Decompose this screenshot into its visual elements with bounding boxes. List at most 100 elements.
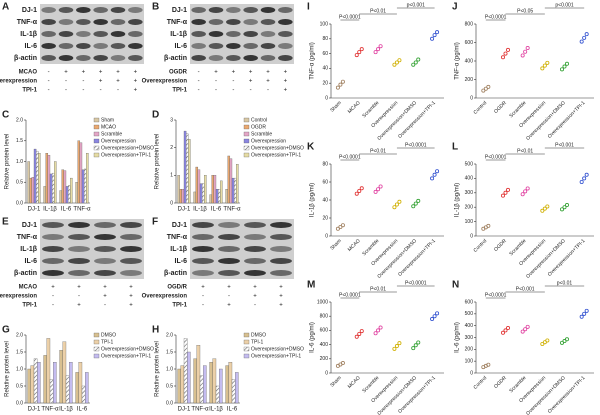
- x-tick-label: OGDR: [493, 375, 508, 390]
- blot-band: [270, 258, 292, 264]
- x-tick-label: Sham: [329, 238, 342, 251]
- y-tick-label: 2.0: [166, 332, 173, 338]
- y-tick-label: 600: [465, 299, 474, 305]
- blot-band: [58, 19, 74, 25]
- panel-letter: G: [2, 325, 10, 336]
- condition-label: MCAO: [19, 285, 38, 291]
- condition-sign: -: [232, 88, 234, 94]
- condition-sign: -: [202, 303, 204, 309]
- data-point: [397, 58, 402, 63]
- data-point: [354, 334, 359, 339]
- condition-sign: +: [279, 285, 283, 291]
- significance-label: p<0.001: [407, 2, 425, 8]
- data-point: [392, 205, 397, 210]
- legend-label: Control: [251, 117, 267, 123]
- significance-label: p<0.001: [555, 2, 573, 8]
- blot-band: [192, 246, 214, 252]
- condition-sign: -: [228, 294, 230, 300]
- y-tick-label: 1: [170, 173, 173, 179]
- legend-swatch: [93, 145, 100, 151]
- data-point: [359, 47, 364, 52]
- blot-band: [42, 234, 64, 240]
- bar: [225, 365, 229, 404]
- blot-band: [120, 258, 142, 264]
- bar: [38, 153, 41, 204]
- bar: [220, 180, 223, 204]
- bar: [33, 358, 38, 404]
- blot-band: [76, 31, 91, 37]
- condition-sign: -: [117, 88, 119, 94]
- blot-band: [41, 19, 56, 25]
- condition-sign: +: [214, 70, 218, 76]
- blot-band: [260, 19, 276, 25]
- bar: [45, 153, 49, 204]
- legend-label: Scramble: [101, 131, 122, 137]
- bar: [61, 169, 65, 204]
- blot-band: [93, 7, 108, 13]
- condition-sign: +: [266, 79, 270, 85]
- condition-label: OGD/R: [167, 285, 187, 291]
- y-tick-label: 1.5: [166, 349, 173, 355]
- condition-sign: +: [227, 303, 231, 309]
- x-tick-label: IL-1β: [59, 407, 73, 413]
- significance-label: P<0.0001: [485, 154, 507, 160]
- x-tick-label: Scramble: [508, 100, 527, 119]
- legend-swatch: [243, 131, 250, 137]
- data-point: [565, 337, 570, 342]
- significance-label: P<0.001: [555, 142, 574, 148]
- data-point: [435, 30, 440, 35]
- legend-swatch: [243, 332, 250, 338]
- legend-swatch: [93, 346, 100, 352]
- condition-sign: -: [254, 303, 256, 309]
- legend-swatch: [243, 152, 250, 158]
- y-tick-label: 600: [465, 40, 474, 46]
- condition-sign: -: [48, 88, 50, 94]
- condition-sign: +: [64, 70, 68, 76]
- bar: [75, 182, 78, 204]
- data-point: [523, 189, 528, 194]
- blot-band: [58, 43, 74, 49]
- y-tick-label: 0.5: [166, 383, 173, 389]
- significance-label: P<0.0001: [405, 280, 427, 286]
- data-point: [359, 329, 364, 334]
- data-point: [582, 311, 587, 316]
- x-tick-label: TNF-α: [41, 407, 59, 413]
- blot-band: [260, 43, 276, 49]
- blot-band: [278, 7, 293, 13]
- y-tick-label: 80: [322, 36, 328, 42]
- x-tick-label: Overexpression+TPI-1: [547, 238, 587, 278]
- data-point: [394, 344, 399, 349]
- bar: [217, 189, 221, 204]
- significance-label: P<0.0001: [405, 142, 427, 148]
- data-point: [373, 50, 378, 55]
- x-tick-label: Control: [473, 238, 489, 254]
- blot-band: [191, 43, 206, 49]
- y-tick-label: 100: [465, 219, 474, 225]
- legend-label: Overexpression+TPI-1: [101, 353, 151, 359]
- condition-sign: +: [232, 70, 236, 76]
- y-tick-label: 500: [465, 311, 474, 317]
- y-axis-label: Relative protein level: [155, 341, 161, 397]
- y-axis-label: IL-6 (pg/ml): [455, 322, 461, 353]
- panel-letter: L: [452, 142, 458, 153]
- data-point: [357, 50, 362, 55]
- blot-band: [244, 246, 266, 252]
- x-tick-label: Scramble: [508, 375, 527, 394]
- x-tick-label: Control: [473, 100, 489, 116]
- blot-band: [218, 222, 240, 228]
- data-point: [340, 223, 345, 228]
- data-point: [397, 341, 402, 346]
- bar: [46, 338, 51, 404]
- blot-band: [76, 7, 91, 13]
- data-point: [542, 63, 547, 68]
- band-label: IL-1β: [20, 31, 37, 38]
- panel-letter: I: [307, 2, 310, 13]
- data-point: [338, 224, 343, 229]
- panel-letter: D: [152, 110, 159, 121]
- x-tick-label: Overexpression+TPI-1: [397, 238, 437, 278]
- blot-band: [110, 43, 126, 49]
- data-point: [411, 346, 416, 351]
- bar: [180, 365, 185, 404]
- condition-sign: +: [134, 79, 138, 85]
- condition-label: Overexpression: [142, 79, 188, 85]
